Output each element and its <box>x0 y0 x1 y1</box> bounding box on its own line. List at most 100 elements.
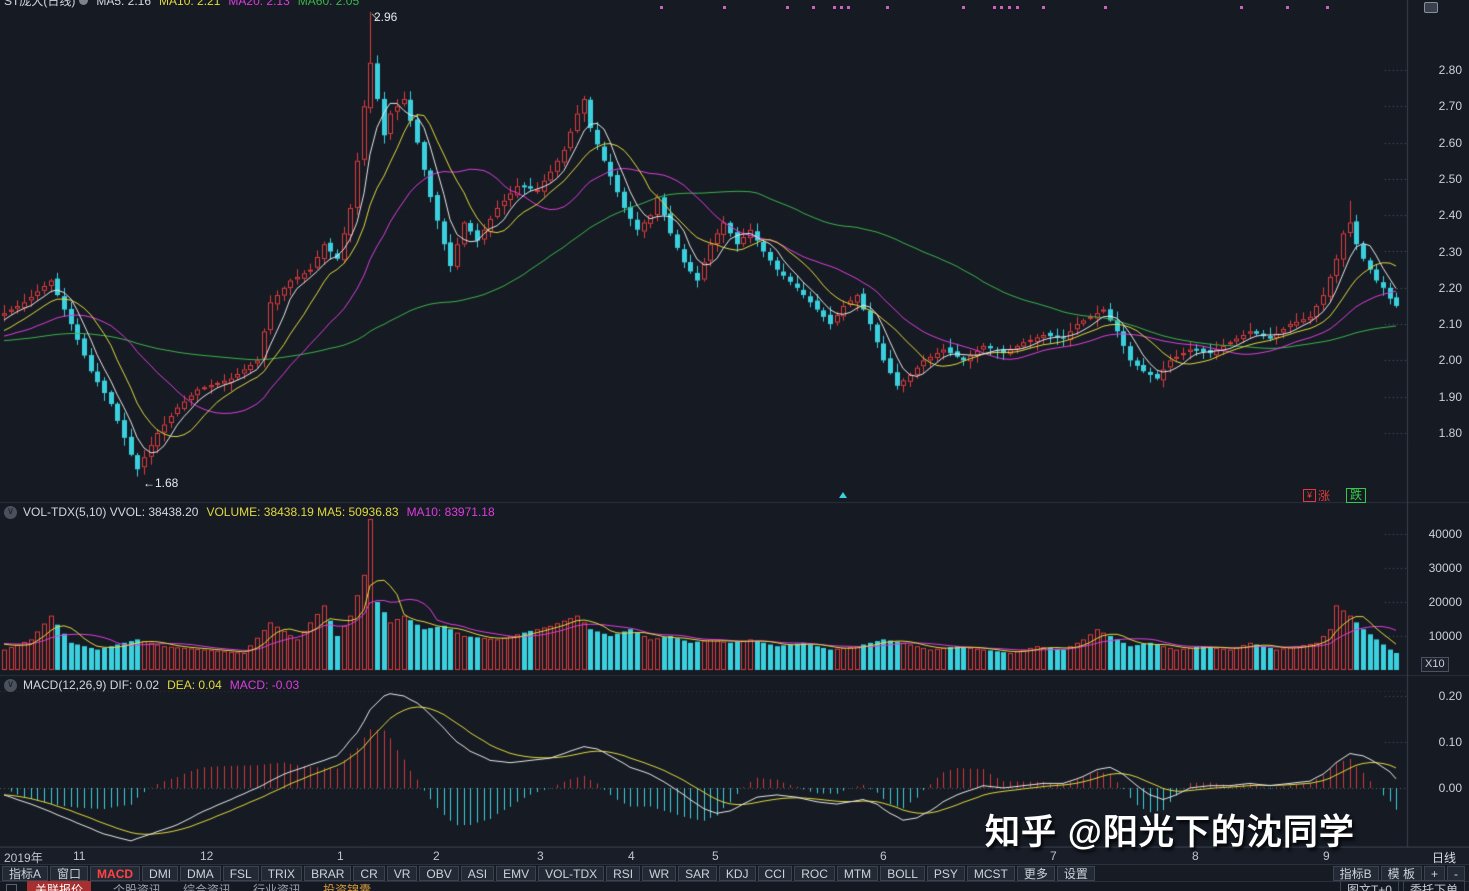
indicator-button-boll[interactable]: BOLL <box>880 865 925 881</box>
marker-dot-icon <box>886 6 889 9</box>
macd-pane-header: ∨ MACD(12,26,9) DIF: 0.02 DEA: 0.04 MACD: … <box>4 678 315 692</box>
event-marker-icon[interactable] <box>839 492 847 498</box>
indicator-button-vr[interactable]: VR <box>386 865 418 881</box>
macd-axis-label: 0.00 <box>1438 781 1462 795</box>
indicator-button-asi[interactable]: ASI <box>460 865 495 881</box>
macd-header-values: MACD(12,26,9) DIF: 0.02 DEA: 0.04 MACD: -0… <box>23 678 307 692</box>
watermark: 知乎 @阳光下的沈同学 <box>985 813 1355 852</box>
indicator-button-psy[interactable]: PSY <box>926 865 965 881</box>
ma-value: MA5: 2.16 <box>96 0 152 8</box>
indicator-value: VOLUME: 38438.19 MA5: 50936.83 <box>206 505 399 519</box>
checkbox-icon[interactable] <box>6 884 17 891</box>
indicator-button-macd[interactable]: MACD <box>90 865 141 881</box>
ma-value: MA10: 2.21 <box>159 0 221 8</box>
indicator-button-sar[interactable]: SAR <box>678 865 717 881</box>
time-axis-label: 3 <box>537 849 544 863</box>
time-axis-label: 5 <box>712 849 719 863</box>
low-annotation: ←1.68 <box>143 476 179 490</box>
indicator-button-mcst[interactable]: MCST <box>966 865 1015 881</box>
price-axis-label: 2.10 <box>1438 317 1462 332</box>
price-axis-label: 2.60 <box>1438 135 1462 150</box>
coin-icon: ¥ <box>1303 489 1316 502</box>
marker-dot-icon <box>812 6 815 9</box>
indicator-button-emv[interactable]: EMV <box>496 865 537 881</box>
status-dot-icon <box>79 0 89 5</box>
marker-dot-icon <box>840 6 843 9</box>
bottom-tab-委托下单[interactable]: 委托下单 <box>1402 880 1465 891</box>
bottom-info-bar: 关联报价 个股资讯 综合资讯 行业资讯 投资锦囊 图文T+0 委托下单 <box>0 880 1469 891</box>
indicator-value: MACD(12,26,9) DIF: 0.02 <box>23 678 160 692</box>
snapshot-icon[interactable] <box>1424 2 1438 13</box>
time-axis-label: 8 <box>1192 849 1199 863</box>
collapse-chevron-icon[interactable]: ∨ <box>4 505 17 519</box>
toolbar-button-+[interactable]: + <box>1423 866 1445 881</box>
marker-dot-icon <box>1016 6 1019 9</box>
marker-dot-icon <box>1326 6 1329 9</box>
marker-dot-icon <box>1286 6 1289 9</box>
macd-axis-label: 0.10 <box>1438 735 1462 749</box>
bottom-tab-图文T+0[interactable]: 图文T+0 <box>1339 880 1399 891</box>
toolbar-button-模 板[interactable]: 模 板 <box>1380 866 1422 881</box>
indicator-button-wr[interactable]: WR <box>642 865 677 881</box>
toolbar-button-指标B[interactable]: 指标B <box>1332 866 1379 881</box>
fall-button[interactable]: 跌 <box>1346 488 1367 503</box>
volume-axis-label: 20000 <box>1428 595 1462 609</box>
bottom-tab-投资锦囊[interactable]: 投资锦囊 <box>323 883 372 891</box>
indicator-value: MACD: -0.03 <box>229 678 300 692</box>
indicator-button-指标a[interactable]: 指标A <box>2 865 49 881</box>
volume-axis-label: 30000 <box>1428 561 1462 575</box>
indicator-button-kdj[interactable]: KDJ <box>718 865 756 881</box>
indicator-button-dmi[interactable]: DMI <box>142 865 179 881</box>
indicator-button-cr[interactable]: CR <box>353 865 385 881</box>
macd-axis-label: 0.20 <box>1438 689 1462 703</box>
time-axis-label: 7 <box>1050 849 1057 863</box>
price-axis-label: 2.80 <box>1438 63 1462 77</box>
price-axis-label: 1.90 <box>1438 389 1462 404</box>
time-axis-label: 1 <box>337 849 344 863</box>
bottom-tab-关联报价[interactable]: 关联报价 <box>27 881 92 891</box>
indicator-button-dma[interactable]: DMA <box>180 865 221 881</box>
period-label[interactable]: 日线 <box>1432 851 1457 865</box>
marker-dot-icon <box>962 6 965 9</box>
indicator-button-cci[interactable]: CCI <box>757 865 793 881</box>
marker-dot-icon <box>993 6 996 9</box>
indicator-toolbar: 指标A 窗口 MACD DMI DMA FSL TRIX BRAR CR VR OBV ASI EMV V… <box>0 864 1469 881</box>
indicator-value: MA10: 83971.18 <box>406 505 495 519</box>
price-axis-label: 2.00 <box>1438 353 1462 368</box>
indicator-button-roc[interactable]: ROC <box>794 865 835 881</box>
price-axis-label: 2.70 <box>1438 99 1462 114</box>
indicator-button-窗口[interactable]: 窗口 <box>50 865 89 881</box>
time-axis-label: 2 <box>433 849 440 863</box>
indicator-button-vol-tdx[interactable]: VOL-TDX <box>538 865 605 881</box>
indicator-button-更多[interactable]: 更多 <box>1016 865 1055 881</box>
time-axis-label: 4 <box>628 849 635 863</box>
sentiment-buttons: ¥ 涨 跌 <box>1303 487 1367 504</box>
marker-dot-icon <box>1104 6 1107 9</box>
price-axis-label: 2.40 <box>1438 208 1462 223</box>
bottom-tab-行业资讯[interactable]: 行业资讯 <box>253 883 302 891</box>
indicator-button-trix[interactable]: TRIX <box>260 865 303 881</box>
time-axis-label: 11 <box>73 849 86 863</box>
marker-dot-icon <box>847 6 850 9</box>
collapse-chevron-icon[interactable]: ∨ <box>4 678 17 692</box>
marker-dot-icon <box>786 6 789 9</box>
indicator-button-fsl[interactable]: FSL <box>222 865 259 881</box>
indicator-button-设置[interactable]: 设置 <box>1056 865 1095 881</box>
marker-dot-icon <box>723 6 726 9</box>
marker-dot-icon <box>1042 6 1045 9</box>
rise-button[interactable]: ¥ 涨 <box>1303 487 1330 504</box>
indicator-button-mtm[interactable]: MTM <box>836 865 879 881</box>
marker-dot-icon <box>1008 6 1011 9</box>
indicator-button-brar[interactable]: BRAR <box>304 865 352 881</box>
volume-axis-label: 40000 <box>1428 527 1462 541</box>
bottom-tab-个股资讯[interactable]: 个股资讯 <box>113 883 162 891</box>
bottom-tab-综合资讯[interactable]: 综合资讯 <box>183 883 232 891</box>
indicator-value: DEA: 0.04 <box>167 678 222 692</box>
marker-dot-icon <box>1000 6 1003 9</box>
high-annotation: 2.96 <box>374 10 398 24</box>
indicator-button-rsi[interactable]: RSI <box>606 865 641 881</box>
toolbar-button--[interactable]: - <box>1447 866 1465 881</box>
indicator-button-obv[interactable]: OBV <box>419 865 459 881</box>
time-axis-label: 6 <box>880 849 887 863</box>
